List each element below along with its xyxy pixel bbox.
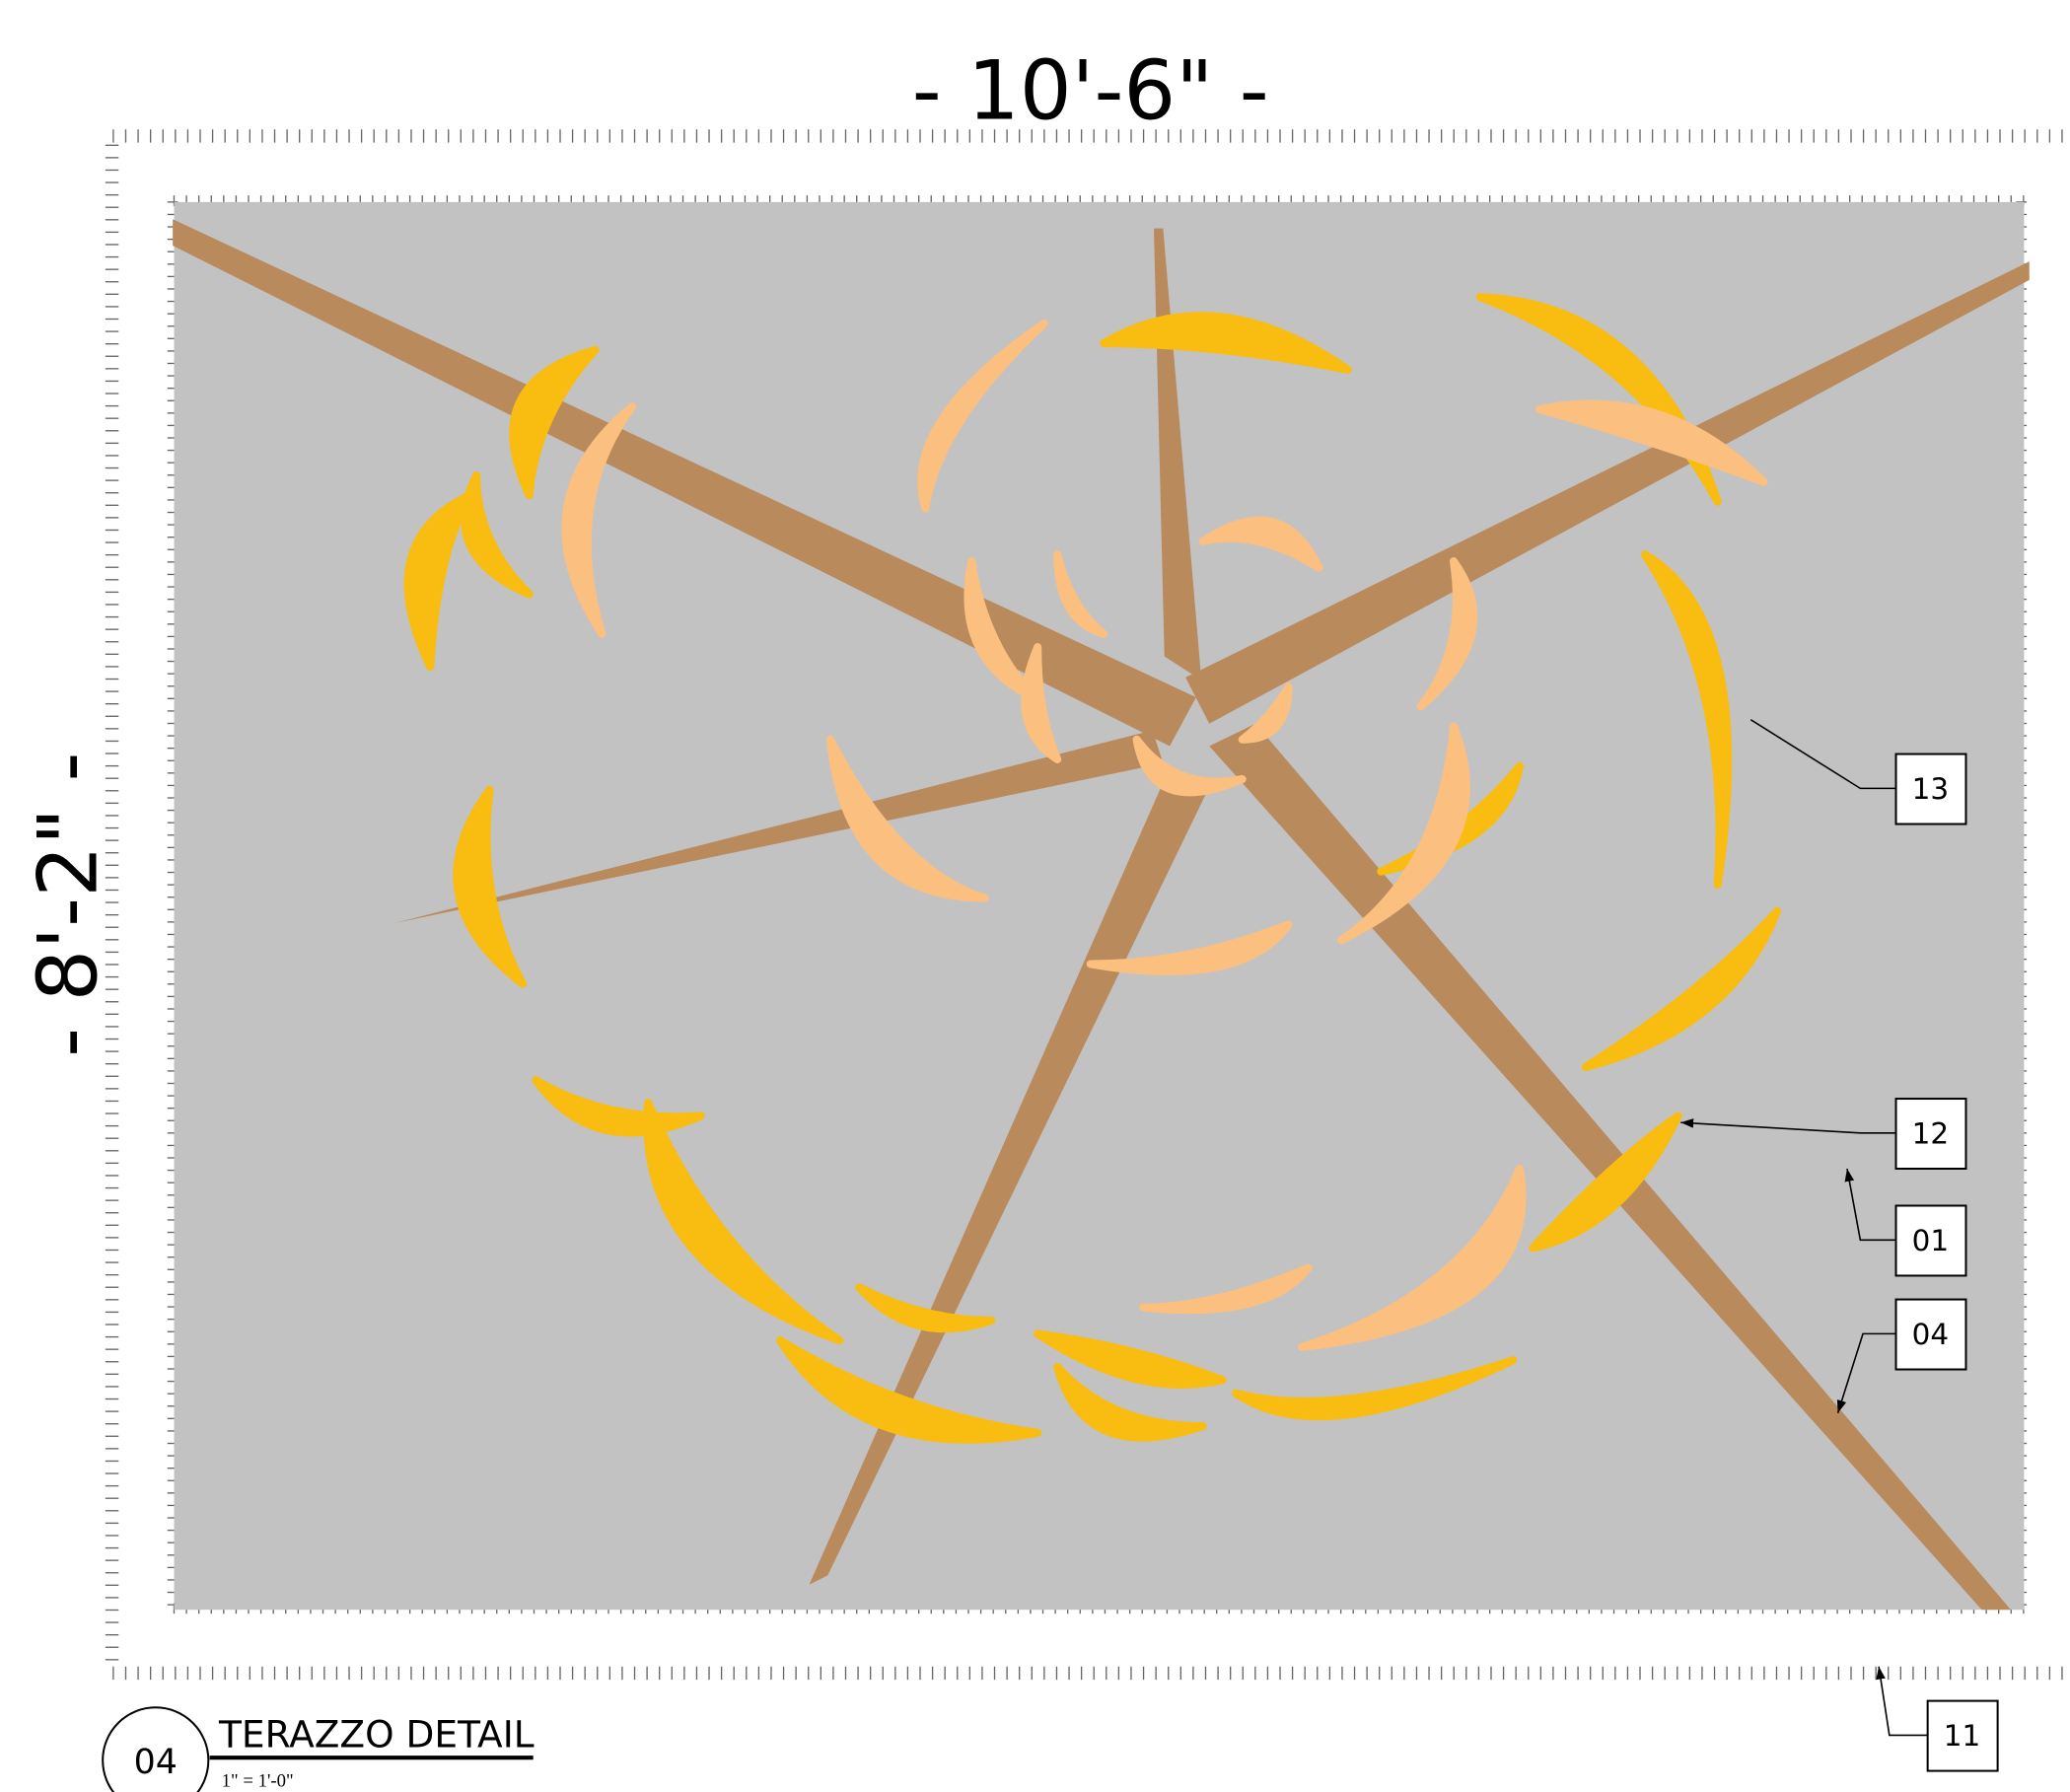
petal	[1238, 682, 1293, 744]
petal	[1297, 1164, 1527, 1351]
detail-number: 04	[134, 1743, 178, 1782]
petal	[1053, 1362, 1207, 1442]
callout-label: 11	[1944, 1719, 1980, 1753]
petal	[1053, 550, 1108, 638]
petal	[1021, 643, 1062, 763]
petal	[917, 320, 1048, 513]
callout-label: 04	[1912, 1318, 1949, 1351]
petal	[1232, 1356, 1518, 1421]
callout-label: 01	[1912, 1224, 1949, 1257]
petal	[1581, 906, 1782, 1071]
height-dimension: - 8'-2" -	[20, 753, 115, 1057]
petals	[403, 293, 1782, 1444]
petal	[461, 471, 534, 599]
width-dimension: - 10'-6" -	[912, 43, 1269, 139]
petal	[1535, 399, 1768, 486]
callouts: 13 12 01 04 11	[1680, 719, 1999, 1772]
petal	[643, 1099, 844, 1345]
petal	[509, 345, 600, 500]
petal	[1475, 293, 1722, 506]
detail-scale: 1" = 1'-0"	[222, 1771, 294, 1792]
petal	[1337, 722, 1470, 945]
petal	[1198, 516, 1323, 572]
petal	[1132, 735, 1247, 797]
petal	[1377, 761, 1524, 876]
detail-name: TERAZZO DETAIL	[218, 1712, 535, 1756]
petal	[1086, 920, 1293, 976]
petal	[1100, 312, 1352, 374]
petal	[1641, 550, 1733, 890]
petal	[1034, 1329, 1227, 1389]
petal	[825, 735, 989, 902]
petal	[776, 1336, 1042, 1444]
petal	[1416, 557, 1478, 711]
petal	[561, 402, 637, 638]
petal	[855, 1283, 996, 1333]
petal	[1139, 1263, 1313, 1315]
callout-label: 12	[1912, 1117, 1949, 1151]
petal	[403, 491, 474, 672]
petal	[1529, 1111, 1682, 1253]
detail-title: 04 TERAZZO DETAIL 1" = 1'-0"	[102, 1706, 535, 1792]
callout-label: 13	[1912, 772, 1949, 806]
petal	[453, 785, 527, 988]
